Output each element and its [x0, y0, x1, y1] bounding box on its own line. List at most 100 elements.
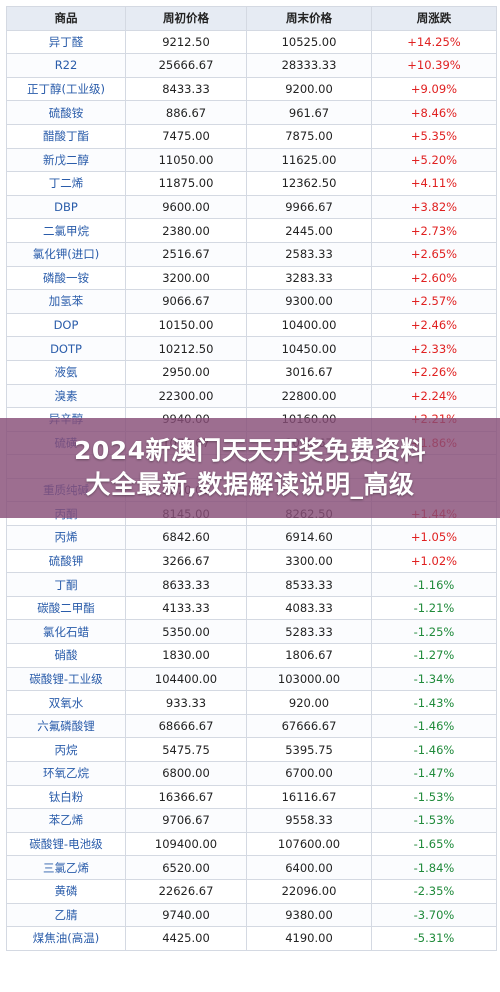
- commodity-name: 双氧水: [6, 690, 126, 715]
- table-row: 环氧乙烷 6800.00 6700.00 -1.47%: [6, 761, 497, 786]
- end-price: 6700.00: [246, 761, 372, 786]
- weekly-change: +1.02%: [371, 548, 497, 574]
- weekly-change: +2.60%: [371, 265, 497, 291]
- weekly-change: +3.82%: [371, 194, 497, 220]
- table-row: 氯化钾(进口) 2516.67 2583.33 +2.65%: [6, 241, 497, 267]
- end-price: 9200.00: [246, 76, 372, 102]
- end-price: 3283.33: [246, 265, 372, 291]
- end-price: 6400.00: [246, 855, 372, 880]
- end-price: 22800.00: [246, 383, 372, 409]
- table-row: 醋酸丁酯 7475.00 7875.00 +5.35%: [6, 123, 497, 149]
- table-row: 二氯甲烷 2380.00 2445.00 +2.73%: [6, 218, 497, 243]
- end-price: 16116.67: [246, 784, 372, 810]
- overlay-banner: 2024新澳门天天开奖免费资料 大全最新,数据解读说明_高级: [0, 418, 500, 518]
- weekly-change: +8.46%: [371, 100, 497, 125]
- weekly-change: +10.39%: [371, 53, 497, 78]
- end-price: 11625.00: [246, 147, 372, 173]
- weekly-change: -1.47%: [371, 761, 497, 786]
- start-price: 11875.00: [125, 171, 247, 196]
- commodity-name: 液氨: [6, 359, 126, 385]
- start-price: 109400.00: [125, 831, 247, 857]
- start-price: 11050.00: [125, 147, 247, 173]
- commodity-name: DOTP: [6, 336, 126, 361]
- end-price: 2583.33: [246, 241, 372, 267]
- weekly-change: -1.43%: [371, 690, 497, 715]
- start-price: 5475.75: [125, 737, 247, 762]
- banner-line-1: 2024新澳门天天开奖免费资料: [73, 436, 427, 465]
- weekly-change: +2.57%: [371, 289, 497, 314]
- banner-line-2: 大全最新,数据解读说明_高级: [85, 470, 415, 499]
- table-row: 液氨 2950.00 3016.67 +2.26%: [6, 359, 497, 385]
- table-row: 碳酸锂-电池级 109400.00 107600.00 -1.65%: [6, 831, 497, 857]
- weekly-change: -3.70%: [371, 902, 497, 928]
- table-header-row: 商品 周初价格 周末价格 周涨跌: [6, 6, 497, 31]
- commodity-name: 磷酸一铵: [6, 265, 126, 291]
- start-price: 104400.00: [125, 666, 247, 692]
- commodity-name: 二氯甲烷: [6, 218, 126, 243]
- table-row: 丙烯 6842.60 6914.60 +1.05%: [6, 525, 497, 550]
- table-row: DBP 9600.00 9966.67 +3.82%: [6, 194, 497, 220]
- weekly-change: +2.33%: [371, 336, 497, 361]
- commodity-name: R22: [6, 53, 126, 78]
- commodity-name: 硫酸铵: [6, 100, 126, 125]
- header-start-price: 周初价格: [125, 6, 247, 31]
- header-weekly-change: 周涨跌: [371, 6, 497, 31]
- table-row: 磷酸一铵 3200.00 3283.33 +2.60%: [6, 265, 497, 291]
- commodity-name: DOP: [6, 312, 126, 338]
- start-price: 6520.00: [125, 855, 247, 880]
- start-price: 1830.00: [125, 643, 247, 668]
- table-row: 加氢苯 9066.67 9300.00 +2.57%: [6, 289, 497, 314]
- table-row: 黄磷 22626.67 22096.00 -2.35%: [6, 878, 497, 904]
- weekly-change: +2.26%: [371, 359, 497, 385]
- table-row: 煤焦油(高温) 4425.00 4190.00 -5.31%: [6, 926, 497, 951]
- weekly-change: +14.25%: [371, 29, 497, 55]
- commodity-name: 六氟磷酸锂: [6, 713, 126, 739]
- table-row: 丁酮 8633.33 8533.33 -1.16%: [6, 572, 497, 597]
- end-price: 8533.33: [246, 572, 372, 597]
- commodity-name: 溴素: [6, 383, 126, 409]
- weekly-change: +2.24%: [371, 383, 497, 409]
- commodity-name: 三氯乙烯: [6, 855, 126, 880]
- start-price: 5350.00: [125, 619, 247, 645]
- end-price: 10450.00: [246, 336, 372, 361]
- weekly-change: -1.84%: [371, 855, 497, 880]
- start-price: 9740.00: [125, 902, 247, 928]
- commodity-name: 新戊二醇: [6, 147, 126, 173]
- commodity-name: 丁二烯: [6, 171, 126, 196]
- commodity-name: 硝酸: [6, 643, 126, 668]
- weekly-change: +2.65%: [371, 241, 497, 267]
- weekly-change: -1.25%: [371, 619, 497, 645]
- start-price: 9600.00: [125, 194, 247, 220]
- start-price: 9212.50: [125, 29, 247, 55]
- start-price: 22626.67: [125, 878, 247, 904]
- start-price: 933.33: [125, 690, 247, 715]
- start-price: 6842.60: [125, 525, 247, 550]
- table-row: 丙烷 5475.75 5395.75 -1.46%: [6, 737, 497, 762]
- start-price: 4425.00: [125, 926, 247, 951]
- weekly-change: +2.46%: [371, 312, 497, 338]
- start-price: 10150.00: [125, 312, 247, 338]
- weekly-change: -1.46%: [371, 737, 497, 762]
- table-row: 溴素 22300.00 22800.00 +2.24%: [6, 383, 497, 409]
- start-price: 4133.33: [125, 595, 247, 621]
- start-price: 3266.67: [125, 548, 247, 574]
- weekly-change: +5.20%: [371, 147, 497, 173]
- table-row: 双氧水 933.33 920.00 -1.43%: [6, 690, 497, 715]
- table-row: 钛白粉 16366.67 16116.67 -1.53%: [6, 784, 497, 810]
- end-price: 9300.00: [246, 289, 372, 314]
- commodity-name: 氯化石蜡: [6, 619, 126, 645]
- commodity-name: 丙烯: [6, 525, 126, 550]
- weekly-change: -1.21%: [371, 595, 497, 621]
- table-row: 硫酸钾 3266.67 3300.00 +1.02%: [6, 548, 497, 574]
- weekly-change: +1.05%: [371, 525, 497, 550]
- commodity-name: DBP: [6, 194, 126, 220]
- commodity-name: 氯化钾(进口): [6, 241, 126, 267]
- commodity-name: 苯乙烯: [6, 808, 126, 833]
- start-price: 2380.00: [125, 218, 247, 243]
- weekly-change: +2.73%: [371, 218, 497, 243]
- commodity-name: 丁酮: [6, 572, 126, 597]
- weekly-change: -2.35%: [371, 878, 497, 904]
- end-price: 103000.00: [246, 666, 372, 692]
- table-row: 苯乙烯 9706.67 9558.33 -1.53%: [6, 808, 497, 833]
- end-price: 5283.33: [246, 619, 372, 645]
